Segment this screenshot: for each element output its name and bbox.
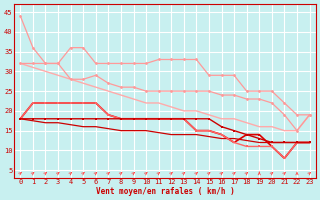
X-axis label: Vent moyen/en rafales ( km/h ): Vent moyen/en rafales ( km/h ) [96,187,234,196]
